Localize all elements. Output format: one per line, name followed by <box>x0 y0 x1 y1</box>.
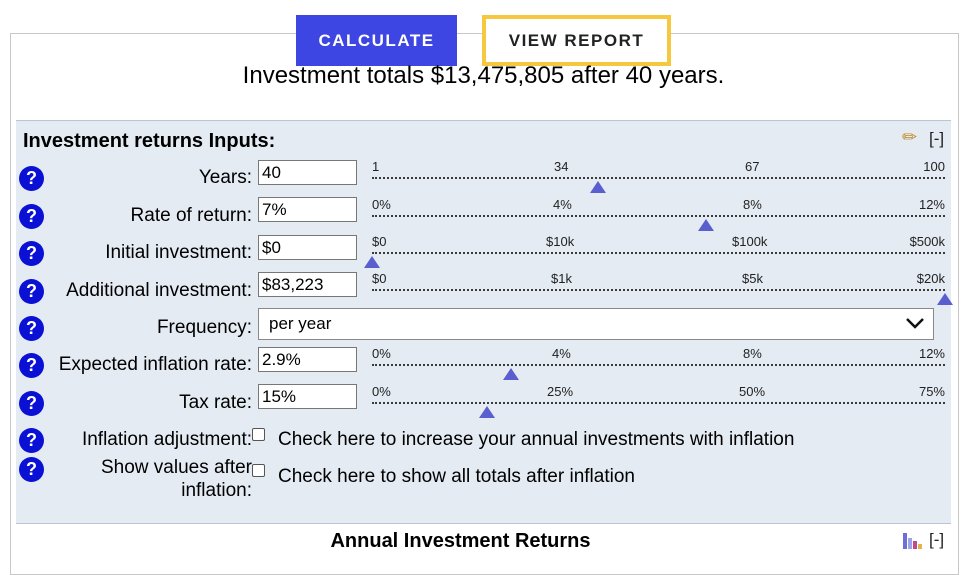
help-icon-show-after-inflation[interactable]: ? <box>19 457 44 482</box>
slider-tick: 67 <box>745 159 760 174</box>
additional-investment-label: Additional investment: <box>66 280 252 301</box>
bar-chart-icon[interactable] <box>903 531 923 549</box>
slider-tick: 75% <box>918 384 945 399</box>
slider-tick: $10k <box>546 234 575 249</box>
inflation-adjustment-label: Inflation adjustment: <box>81 429 252 450</box>
view-report-button[interactable]: VIEW REPORT <box>482 15 671 66</box>
slider-tick: $5k <box>742 271 763 286</box>
slider-tick: 12% <box>918 197 945 212</box>
help-icon-years[interactable]: ? <box>19 166 44 191</box>
slider-thumb[interactable] <box>364 256 380 268</box>
chevron-down-icon <box>906 318 924 329</box>
slider-track <box>372 215 945 217</box>
help-icon-frequency[interactable]: ? <box>19 316 44 341</box>
slider-tick: 8% <box>743 346 762 361</box>
tax-rate-label: Tax rate: <box>179 392 252 413</box>
slider-tick: 100 <box>923 159 945 174</box>
inflation-rate-slider[interactable]: 0% 4% 8% 12% <box>372 346 945 380</box>
slider-tick: 12% <box>918 346 945 361</box>
rate-slider[interactable]: 0% 4% 8% 12% <box>372 197 945 231</box>
inflation-rate-label: Expected inflation rate: <box>58 354 252 375</box>
tax-rate-input[interactable]: 15% <box>258 384 357 409</box>
slider-track <box>372 402 945 404</box>
help-icon-rate[interactable]: ? <box>19 204 44 229</box>
additional-investment-slider[interactable]: $0 $1k $5k $20k <box>372 271 953 305</box>
slider-thumb[interactable] <box>589 181 606 193</box>
slider-tick: 8% <box>743 197 762 212</box>
section-title: Annual Investment Returns <box>330 530 591 552</box>
rate-input[interactable]: 7% <box>258 197 357 222</box>
slider-track <box>372 289 945 291</box>
help-icon-additional[interactable]: ? <box>19 279 44 304</box>
frequency-value: per year <box>269 314 332 333</box>
slider-tick: 25% <box>547 384 574 399</box>
pencil-icon[interactable]: ✏ <box>902 127 918 147</box>
slider-tick: 50% <box>739 384 766 399</box>
slider-tick: $100k <box>732 234 768 249</box>
initial-investment-label: Initial investment: <box>105 242 252 263</box>
panel-title: Investment returns Inputs: <box>23 130 276 152</box>
tax-rate-slider[interactable]: 0% 25% 50% 75% <box>372 384 945 418</box>
slider-tick: 0% <box>372 197 391 212</box>
slider-tick: 4% <box>552 346 571 361</box>
slider-track <box>372 252 945 254</box>
slider-tick: $0 <box>372 271 387 286</box>
help-icon-initial[interactable]: ? <box>19 241 44 266</box>
slider-tick: $1k <box>551 271 572 286</box>
slider-track <box>372 364 945 366</box>
show-after-inflation-text: Check here to show all totals after infl… <box>278 466 635 487</box>
show-after-inflation-label-line2: inflation: <box>181 480 252 501</box>
initial-investment-input[interactable]: $0 <box>258 235 357 260</box>
years-slider[interactable]: 1 34 67 100 <box>372 159 945 193</box>
help-icon-inflation-adjustment[interactable]: ? <box>19 428 44 453</box>
slider-thumb[interactable] <box>698 219 715 231</box>
slider-track <box>372 177 945 179</box>
investment-summary: Investment totals $13,475,805 after 40 y… <box>242 62 725 89</box>
slider-thumb[interactable] <box>502 368 519 380</box>
additional-investment-input[interactable]: $83,223 <box>258 272 357 297</box>
show-after-inflation-label: Show values after <box>100 457 252 478</box>
slider-tick: 1 <box>372 159 380 174</box>
slider-tick: $500k <box>909 234 945 249</box>
section-collapse-toggle[interactable]: [-] <box>929 530 945 549</box>
help-icon-tax[interactable]: ? <box>19 391 44 416</box>
inflation-adjustment-checkbox[interactable] <box>252 428 265 441</box>
inflation-rate-input[interactable]: 2.9% <box>258 347 357 372</box>
slider-thumb[interactable] <box>478 406 495 418</box>
slider-tick: $20k <box>916 271 945 286</box>
rate-label: Rate of return: <box>130 205 252 226</box>
frequency-label: Frequency: <box>156 317 252 338</box>
slider-tick: $0 <box>372 234 387 249</box>
slider-tick: 4% <box>553 197 572 212</box>
slider-tick: 0% <box>372 384 391 399</box>
panel-collapse-toggle[interactable]: [-] <box>929 129 945 148</box>
slider-tick: 34 <box>554 159 569 174</box>
calculate-button[interactable]: CALCULATE <box>296 15 457 66</box>
inflation-adjustment-text: Check here to increase your annual inves… <box>278 429 795 450</box>
slider-tick: 0% <box>372 346 391 361</box>
years-label: Years: <box>198 167 252 188</box>
slider-thumb[interactable] <box>937 293 953 305</box>
initial-investment-slider[interactable]: $0 $10k $100k $500k <box>364 234 945 268</box>
help-icon-inflation[interactable]: ? <box>19 353 44 378</box>
show-after-inflation-checkbox[interactable] <box>252 464 265 477</box>
years-input[interactable]: 40 <box>258 160 357 185</box>
frequency-select[interactable]: per year <box>258 308 934 340</box>
